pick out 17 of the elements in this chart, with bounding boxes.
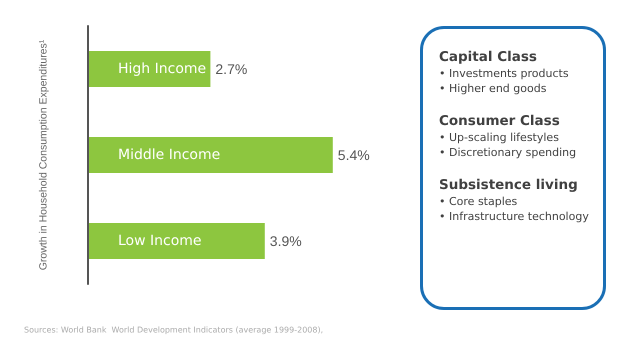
data-label: 2.7% [215, 61, 248, 77]
text: • Investments products [439, 67, 570, 80]
y-tick-label: Middle Income [118, 147, 220, 163]
y-axis-title: Growth in Household Consumption Expenditures¹ [38, 39, 50, 270]
text: • Discretionary spending [439, 146, 578, 159]
data-label: 3.9% [270, 233, 302, 249]
text: • Core staples [439, 195, 518, 208]
y-tick-label: High Income [118, 61, 206, 77]
y-tick-label: Low Income [118, 233, 202, 249]
text: • Higher end goods [439, 82, 548, 95]
text: Subsistence living [439, 177, 579, 193]
data-label: 5.4% [338, 147, 370, 163]
text: Capital Class [439, 49, 538, 65]
source-note: Sources: World Bank World Development Indicators (average 1999-2008), [24, 326, 324, 334]
text: • Infrastructure technology [439, 210, 589, 223]
text: Consumer Class [439, 113, 561, 129]
text: • Up-scaling lifestyles [439, 131, 560, 144]
